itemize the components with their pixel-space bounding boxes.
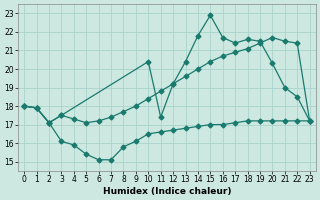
X-axis label: Humidex (Indice chaleur): Humidex (Indice chaleur) xyxy=(103,187,231,196)
